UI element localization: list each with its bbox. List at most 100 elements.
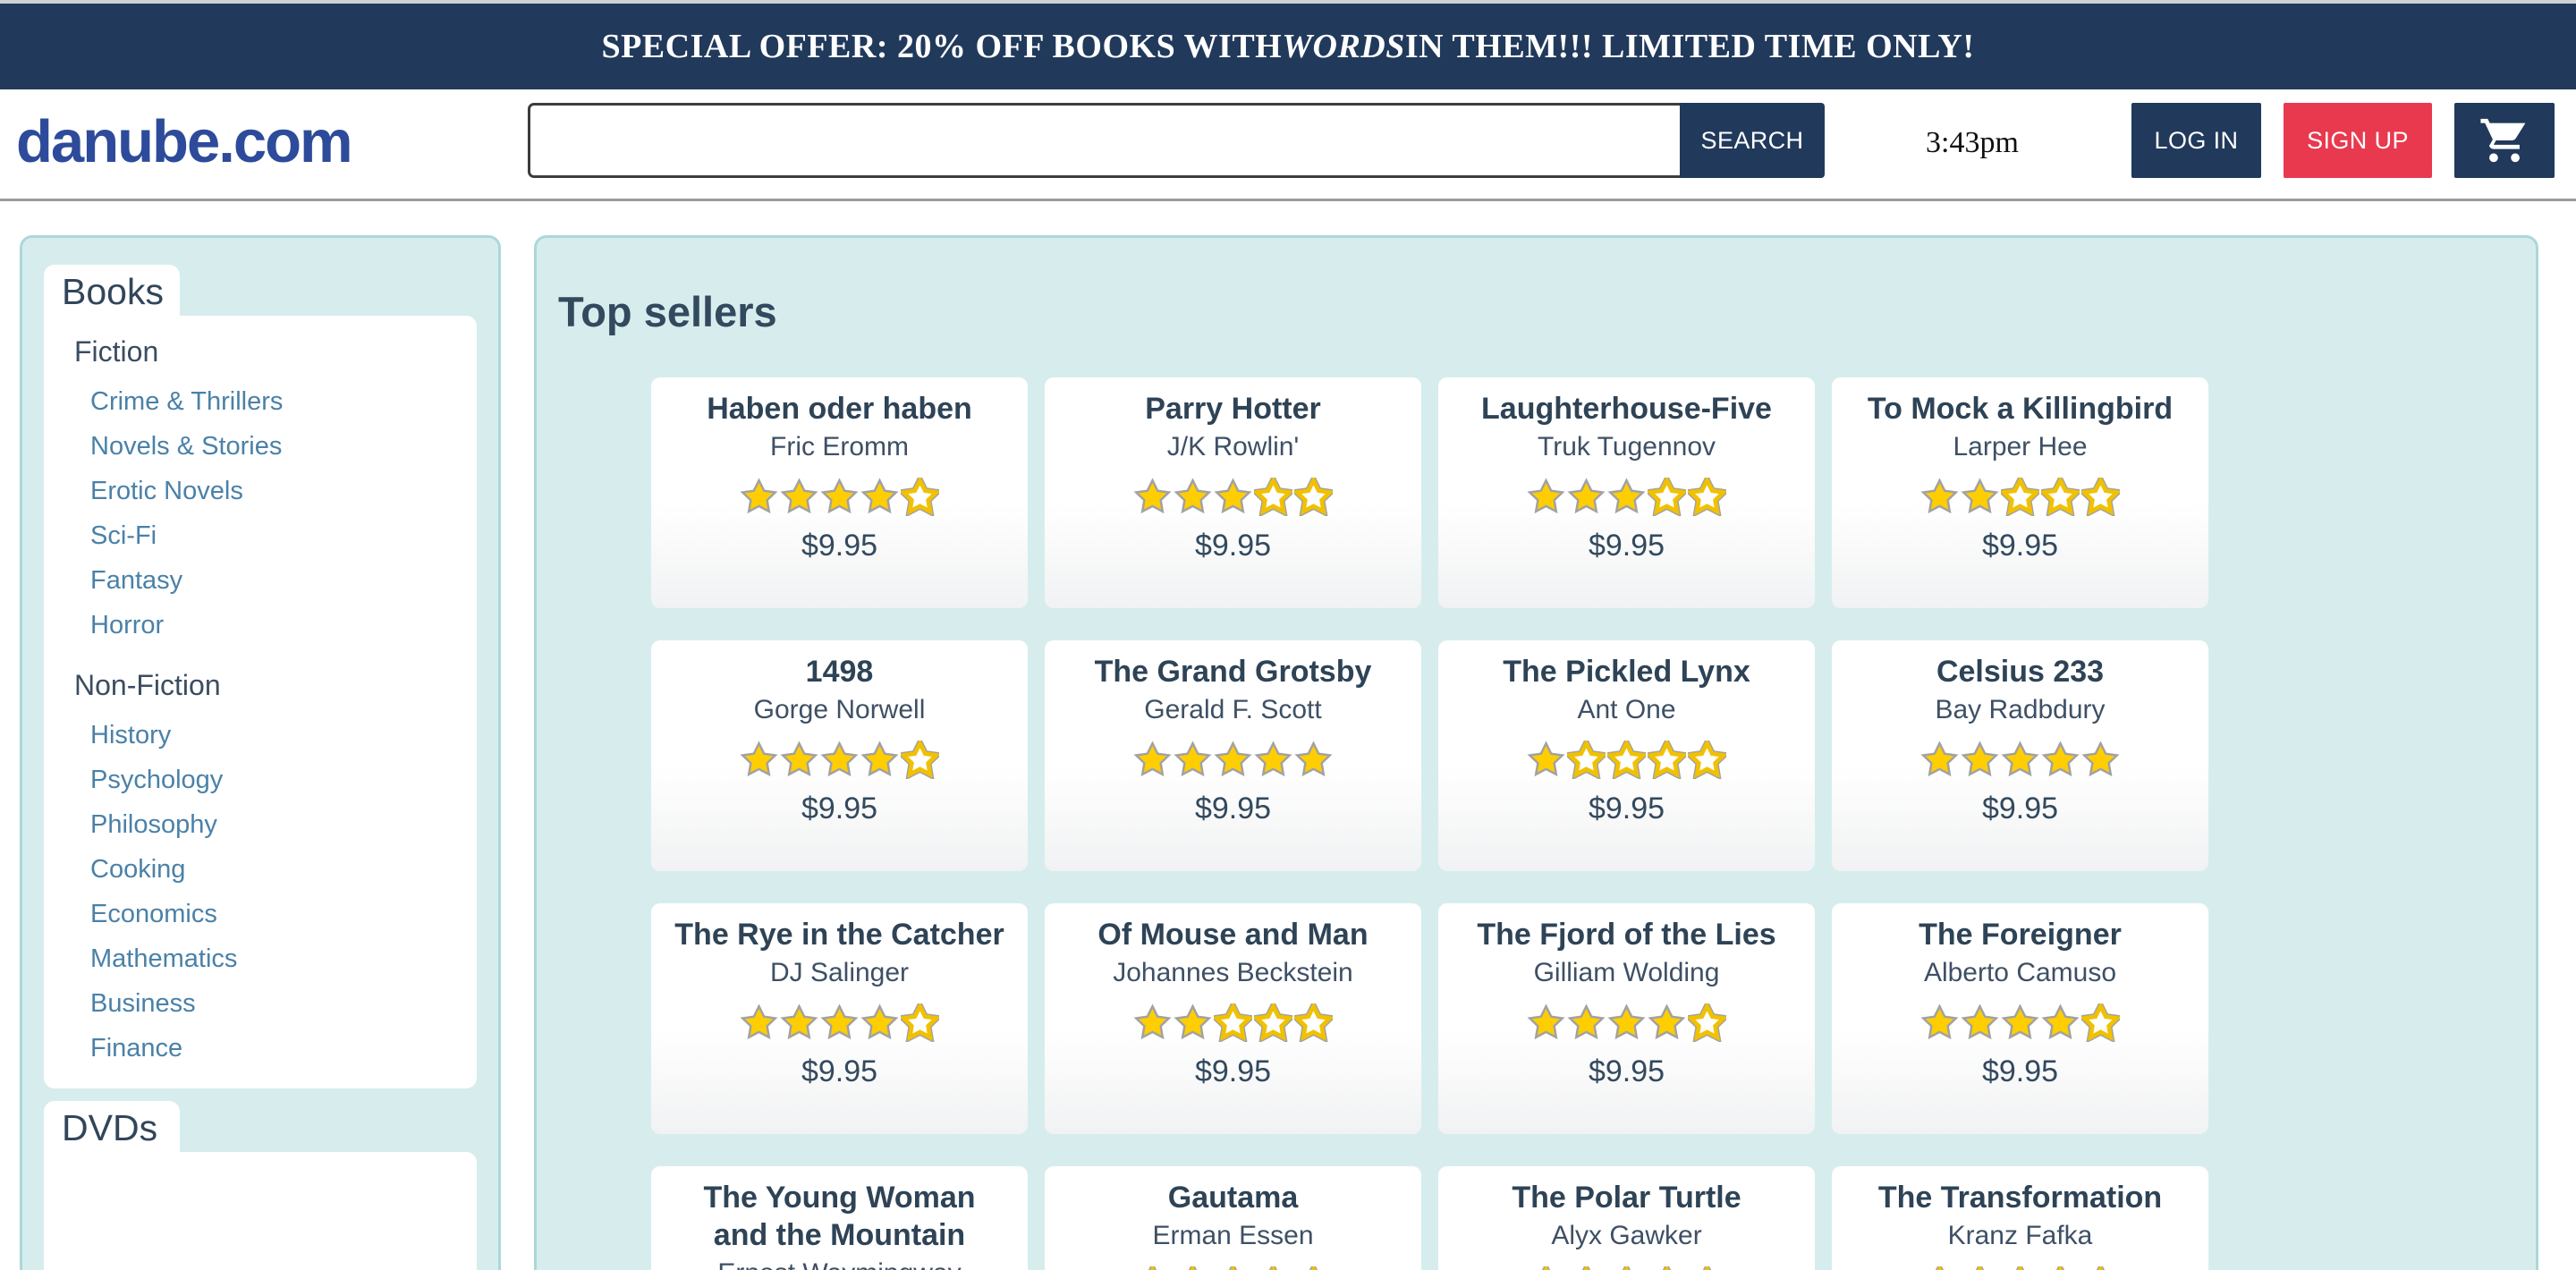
search-input[interactable] [528,103,1825,178]
star-empty-icon [1567,741,1606,779]
product-title: Gautama [1167,1181,1299,1215]
header-divider [0,199,2576,201]
section-title: Top sellers [558,288,777,335]
star-rating [1132,1003,1334,1042]
product-card-1498[interactable]: 1498 Gorge Norwell $9.95 [651,640,1028,871]
sidebar-link-mathematics[interactable]: Mathematics [90,944,238,973]
product-price: $9.95 [1194,1054,1272,1088]
sidebar-link-history[interactable]: History [90,720,172,749]
star-empty-icon [1648,741,1686,779]
product-card-haben-oder-haben[interactable]: Haben oder haben Fric Eromm $9.95 [651,377,1028,608]
product-author: Truk Tugennov [1538,432,1716,461]
product-card-laughterhouse-five[interactable]: Laughterhouse-Five Truk Tugennov $9.95 [1438,377,1815,608]
category-list-fiction: Crime & Thrillers Novels & Stories Erotic … [71,379,477,648]
search-bar: SEARCH [528,103,1825,178]
star-rating [1526,1266,1727,1270]
product-card-to-mock-a-killingbird[interactable]: To Mock a Killingbird Larper Hee $9.95 [1832,377,2208,608]
star-filled-icon [1174,741,1212,777]
star-filled-icon [860,1003,899,1040]
product-title: Haben oder haben [707,392,972,426]
product-title: Celsius 233 [1936,655,2105,689]
star-empty-icon [1214,1003,1252,1042]
star-empty-icon [1581,1266,1591,1270]
star-empty-icon [1228,1266,1238,1270]
cart-button[interactable] [2454,103,2555,178]
site-logo[interactable]: danube.com [16,108,353,175]
sidebar-link-novels-stories[interactable]: Novels & Stories [90,431,283,461]
search-button[interactable]: SEARCH [1680,103,1825,178]
product-author: DJ Salinger [769,958,910,987]
star-empty-icon [1935,1266,1945,1270]
star-filled-icon [1607,1003,1646,1040]
product-card-the-young-woman-and-the-mountain[interactable]: The Young Woman and the Mountain Ernest W… [651,1166,1028,1270]
star-empty-icon [1254,478,1292,516]
product-author: Kranz Fafka [1947,1221,2093,1250]
star-filled-icon [1607,478,1646,514]
star-filled-icon [1294,741,1333,777]
star-filled-icon [1961,741,1999,777]
sidebar-link-cooking[interactable]: Cooking [90,854,186,884]
product-card-the-foreigner[interactable]: The Foreigner Alberto Camuso $9.95 [1832,903,2208,1134]
star-rating [1919,478,2121,516]
sidebar-link-finance[interactable]: Finance [90,1033,183,1063]
star-rating [739,1003,940,1042]
star-filled-icon [820,478,859,514]
star-filled-icon [740,1003,778,1040]
sidebar-link-business[interactable]: Business [90,988,196,1018]
sidebar-link-sci-fi[interactable]: Sci-Fi [90,521,157,550]
star-empty-icon [2001,478,2039,516]
product-card-celsius-233[interactable]: Celsius 233 Bay Radbdury $9.95 [1832,640,2208,871]
product-price: $9.95 [1194,792,1272,826]
product-title: The Pickled Lynx [1503,655,1750,689]
section-label-fiction: Fiction [74,335,159,368]
sidebar-link-fantasy[interactable]: Fantasy [90,565,183,595]
star-rating [1919,1003,2121,1042]
star-empty-icon [901,478,939,516]
star-rating [739,478,940,516]
star-filled-icon [2081,741,2120,777]
product-price: $9.95 [801,1054,878,1088]
star-filled-icon [1920,478,1959,514]
product-author: J/K Rowlin' [1166,432,1300,461]
product-card-of-mouse-and-man[interactable]: Of Mouse and Man Johannes Beckstein $9.95 [1045,903,1421,1134]
top-sellers-panel: Top sellers Haben oder haben Fric Eromm $9… [534,235,2538,1270]
star-empty-icon [1688,1003,1726,1042]
sidebar-link-philosophy[interactable]: Philosophy [90,809,217,839]
product-card-parry-hotter[interactable]: Parry Hotter J/K Rowlin' $9.95 [1045,377,1421,608]
star-empty-icon [1294,478,1333,516]
sidebar-link-erotic-novels[interactable]: Erotic Novels [90,476,243,505]
star-empty-icon [1541,1266,1551,1270]
login-button[interactable]: LOG IN [2131,103,2261,178]
star-empty-icon [1294,1003,1333,1042]
product-card-the-pickled-lynx[interactable]: The Pickled Lynx Ant One $9.95 [1438,640,1815,871]
star-empty-icon [1254,1003,1292,1042]
star-filled-icon [1527,741,1565,777]
product-card-the-rye-in-the-catcher[interactable]: The Rye in the Catcher DJ Salinger $9.95 [651,903,1028,1134]
product-title: To Mock a Killingbird [1867,392,2174,426]
star-empty-icon [2015,1266,2025,1270]
sidebar-link-economics[interactable]: Economics [90,899,217,928]
star-rating [1526,1003,1727,1042]
product-title: The Transformation [1877,1181,2163,1215]
product-card-the-fjord-of-the-lies[interactable]: The Fjord of the Lies Gilliam Wolding $9.9… [1438,903,1815,1134]
star-filled-icon [1961,478,1999,514]
sidebar-link-crime-thrillers[interactable]: Crime & Thrillers [90,386,284,416]
sidebar-link-psychology[interactable]: Psychology [90,765,224,794]
product-card-the-grand-grotsby[interactable]: The Grand Grotsby Gerald F. Scott $9.95 [1045,640,1421,871]
star-filled-icon [1133,741,1172,777]
product-author: Alberto Camuso [1923,958,2117,987]
promo-text-post: IN THEM!!! LIMITED TIME ONLY! [1404,28,1975,65]
star-rating [1919,1266,2121,1270]
sidebar-link-horror[interactable]: Horror [90,610,165,639]
star-filled-icon [1567,1003,1606,1040]
datetime-display: 3:43pm 23/06/2002 [1903,126,2042,267]
product-author: Erman Essen [1152,1221,1314,1250]
signup-button[interactable]: SIGN UP [2284,103,2432,178]
category-list-non-fiction: History Psychology Philosophy Cooking Econom… [71,713,477,1071]
product-price: $9.95 [1981,1054,2059,1088]
star-filled-icon [740,741,778,777]
